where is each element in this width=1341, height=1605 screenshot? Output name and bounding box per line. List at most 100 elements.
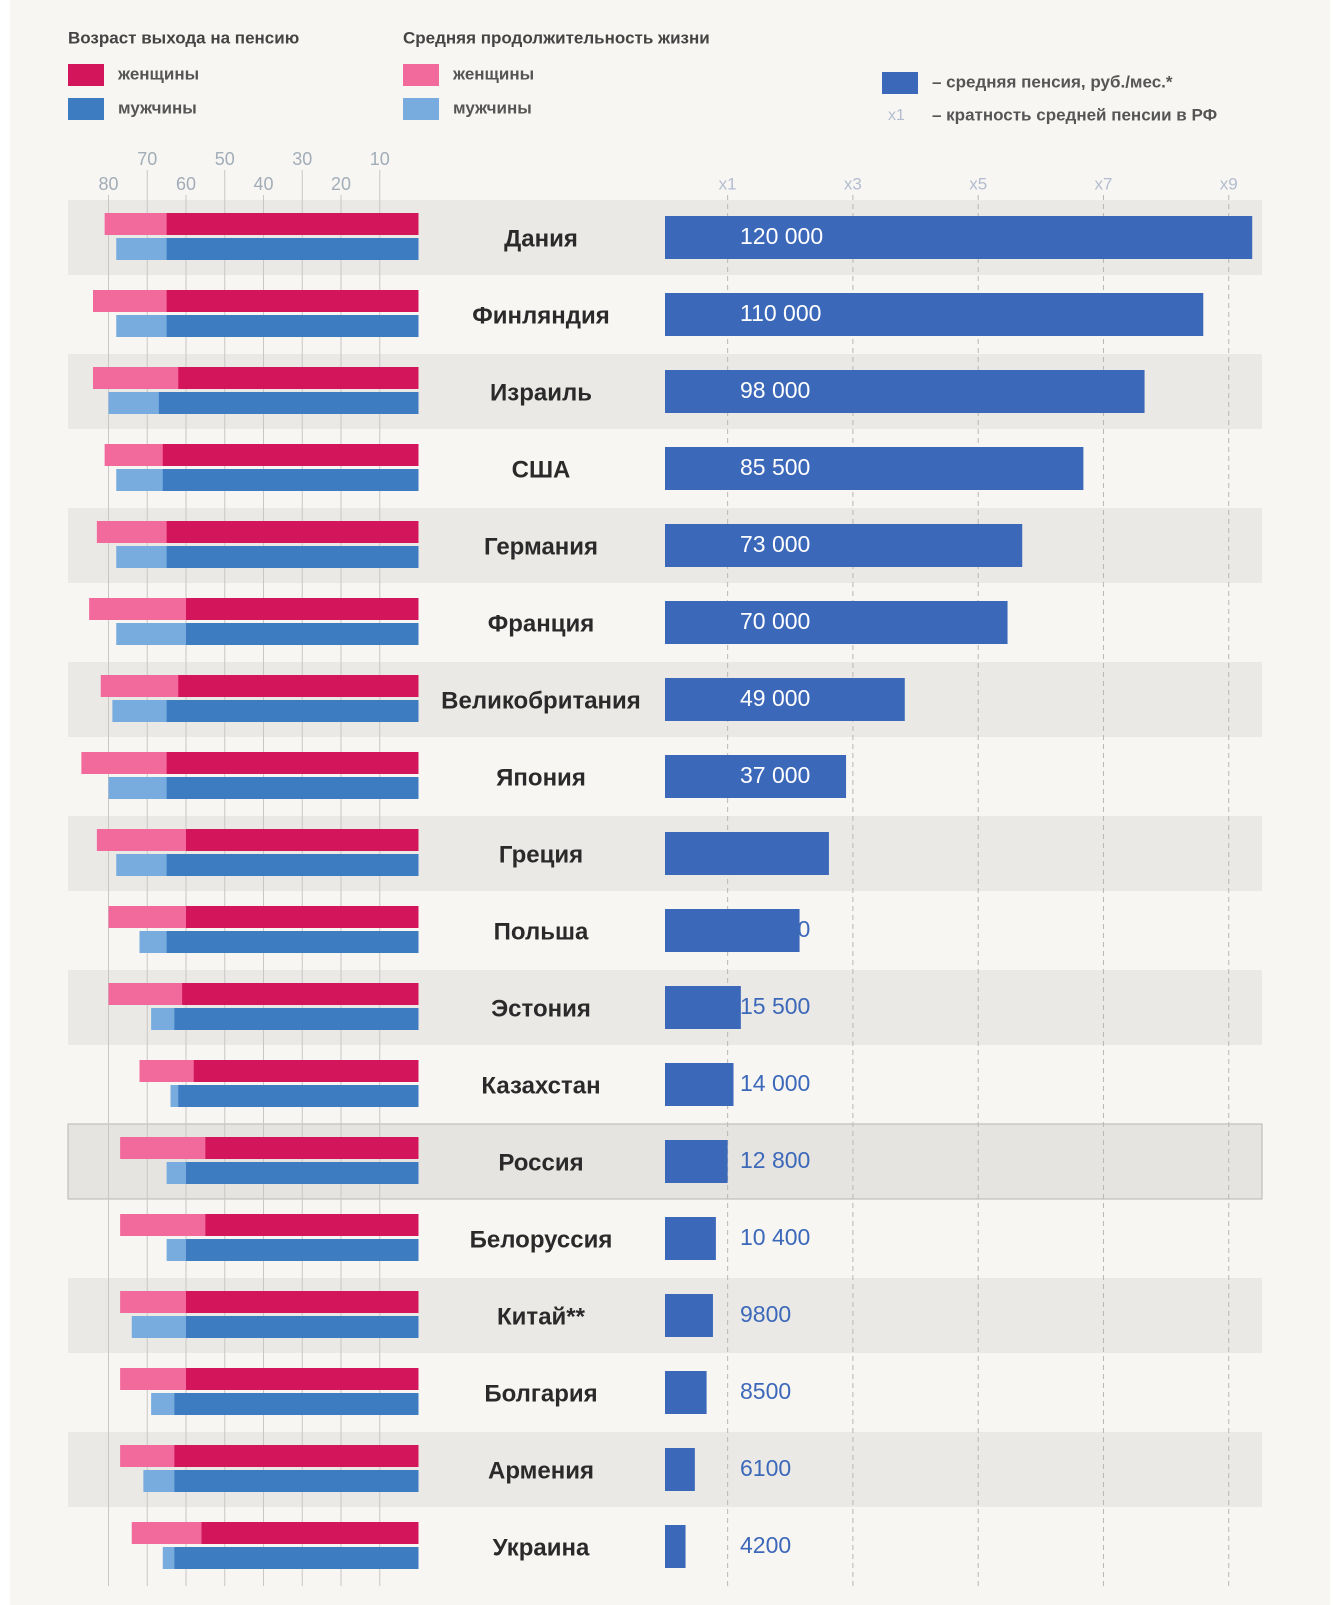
value-label: 70 000 [740,608,810,634]
bar [174,1008,419,1030]
legend-swatch [882,72,918,94]
legend-swatch [68,98,104,120]
legend-label: мужчины [453,98,532,117]
x-tick-label: 30 [292,149,312,169]
value-label: 9800 [740,1301,791,1327]
x-tick-label: 40 [253,174,273,194]
bar [186,1291,419,1313]
bar [205,1214,419,1236]
category-label: Эстония [491,995,591,1022]
bar [665,447,1084,490]
x-tick-label: x5 [969,174,987,193]
bar [665,370,1145,413]
bar [665,216,1253,259]
bar [665,601,1008,644]
category-label: Франция [488,610,595,637]
category-label: Израиль [490,379,592,406]
value-label: 14 000 [740,1070,810,1096]
bar [174,1547,419,1569]
value-label: 49 000 [740,685,810,711]
value-label: 12 800 [740,1147,810,1173]
bar [174,1445,419,1467]
legend-label: женщины [117,64,199,83]
legend-label: мужчины [118,98,197,117]
x-tick-label: 60 [176,174,196,194]
bar [665,678,905,721]
category-label: Казахстан [481,1072,600,1099]
bar [665,524,1023,567]
bar [665,1371,707,1414]
category-label: Китай** [497,1303,586,1330]
bar [665,1140,728,1183]
bar [186,598,419,620]
value-label: 110 000 [740,300,821,326]
value-label: 8500 [740,1378,791,1404]
legend-title: Средняя продолжительность жизни [403,28,710,47]
x-tick-label: x1 [719,174,737,193]
category-label: Финляндия [472,302,609,329]
legend-swatch [403,64,439,86]
bar [166,521,419,543]
legend-tick-sample: x1 [888,107,905,124]
bar [166,315,419,337]
category-label: Дания [504,225,578,252]
bar [665,986,741,1029]
bar [665,832,829,875]
bar [166,752,419,774]
x-tick-label: x7 [1094,174,1112,193]
category-label: США [512,456,571,483]
bar [205,1137,419,1159]
bar [665,1525,686,1568]
x-tick-label: 70 [137,149,157,169]
bar [665,1063,734,1106]
x-tick-label: 20 [331,174,351,194]
bar [186,1316,419,1338]
category-label: Германия [484,533,598,560]
bar [166,290,419,312]
bar [158,392,419,414]
value-label: 120 000 [740,223,823,249]
bar [665,1217,716,1260]
bar [178,1085,419,1107]
value-label: 4200 [740,1532,791,1558]
legend-label: – средняя пенсия, руб./мес.* [932,72,1173,91]
legend-title: Возраст выхода на пенсию [68,28,299,47]
bar [665,293,1204,336]
bar [186,829,419,851]
value-label: 10 400 [740,1224,810,1250]
legend-swatch [68,64,104,86]
bar [186,906,419,928]
bar [162,444,419,466]
category-label: Польша [494,918,589,945]
x-tick-label: 50 [215,149,235,169]
bar [166,238,419,260]
category-label: Болгария [484,1380,597,1407]
bar [182,983,419,1005]
category-label: Япония [496,764,586,791]
bar [166,854,419,876]
bar [166,213,419,235]
value-label: 6100 [740,1455,791,1481]
category-label: Белоруссия [470,1226,613,1253]
value-label: 73 000 [740,531,810,557]
bar [665,909,800,952]
bar [186,623,419,645]
x-tick-label: x9 [1220,174,1238,193]
bar [174,1470,419,1492]
bar [201,1522,419,1544]
bar [193,1060,419,1082]
bar [162,469,419,491]
bar [186,1239,419,1261]
bar [174,1393,419,1415]
category-label: Великобритания [441,687,641,714]
value-label: 85 500 [740,454,810,480]
legend-swatch [403,98,439,120]
category-label: Украина [493,1534,590,1561]
value-label: 33 500 [740,839,810,865]
bar [186,1368,419,1390]
x-tick-label: 80 [98,174,118,194]
category-label: Греция [499,841,583,868]
x-tick-label: 10 [370,149,390,169]
bar [186,1162,419,1184]
